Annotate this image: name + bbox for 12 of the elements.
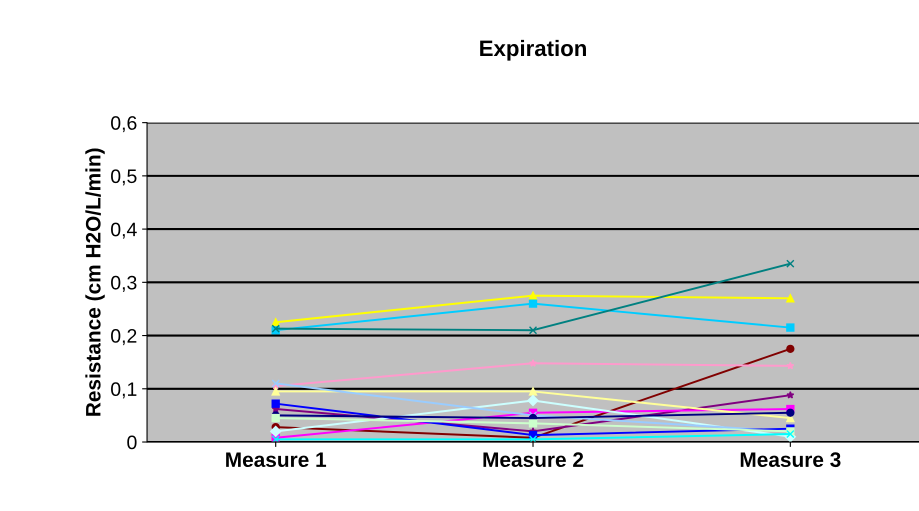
chart-title: Expiration bbox=[480, 40, 586, 61]
x-tick-label: Measure 3 bbox=[740, 452, 841, 468]
y-tick-label: 0,2 bbox=[111, 329, 136, 346]
y-tick-label: 0,1 bbox=[111, 382, 136, 398]
x-tick-label: Measure 2 bbox=[483, 452, 584, 468]
y-tick-label: 0,6 bbox=[111, 116, 136, 132]
x-tick-label: Measure 1 bbox=[226, 452, 326, 468]
y-tick-label: 0,4 bbox=[111, 222, 137, 239]
y-axis-title: Resistance (cm H2O/L/min) bbox=[85, 148, 105, 416]
y-tick-label: 0,3 bbox=[111, 276, 136, 292]
y-tick-label: 0 bbox=[127, 435, 137, 450]
y-tick-label: 0,5 bbox=[111, 169, 137, 186]
